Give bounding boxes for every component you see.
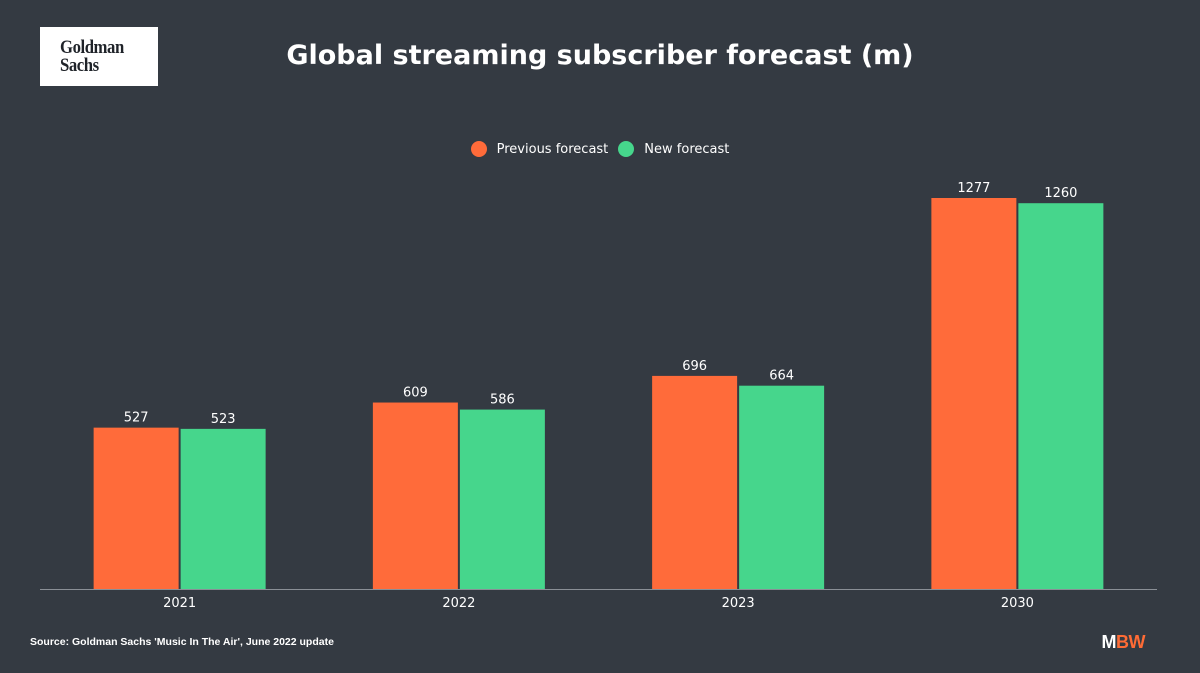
bar-previous-2023 (652, 375, 738, 589)
bar-new-2030 (1018, 203, 1104, 589)
x-tick-label-2030: 2030 (1001, 596, 1034, 611)
legend: Previous forecast New forecast (0, 141, 1200, 157)
mbw-logo: MBW (1102, 632, 1146, 653)
x-tick-label-2021: 2021 (163, 596, 196, 611)
data-label-new-2022: 586 (490, 393, 515, 408)
logo-line-2: Sachs (60, 54, 99, 76)
goldman-sachs-logo: Goldman Sachs (40, 27, 158, 86)
legend-dot-previous (470, 141, 487, 157)
bar-previous-2022 (372, 402, 458, 589)
data-label-new-2023: 664 (769, 369, 794, 384)
bar-new-2021 (180, 428, 266, 589)
chart-title: Global streaming subscriber forecast (m) (286, 40, 914, 71)
bar-new-2022 (459, 409, 545, 589)
legend-item-new: New forecast (618, 141, 729, 157)
brand-bw: BW (1116, 632, 1146, 652)
x-tick-label-2022: 2022 (442, 596, 475, 611)
data-label-new-2021: 523 (211, 412, 236, 427)
brand-m: M (1101, 632, 1117, 652)
data-label-previous-2022: 609 (403, 386, 428, 401)
legend-dot-new (618, 141, 635, 157)
logo-line-1: Goldman (60, 36, 124, 58)
legend-label-previous: Previous forecast (496, 141, 609, 157)
legend-item-previous: Previous forecast (470, 141, 609, 157)
data-label-previous-2023: 696 (682, 359, 707, 374)
x-tick-label-2023: 2023 (722, 596, 755, 611)
source-note: Source: Goldman Sachs 'Music In The Air'… (30, 636, 334, 648)
bar-previous-2021 (93, 427, 179, 589)
bar-new-2023 (739, 385, 825, 589)
legend-label-new: New forecast (644, 141, 730, 157)
data-label-new-2030: 1260 (1044, 186, 1077, 201)
bar-previous-2030 (931, 198, 1017, 589)
data-label-previous-2021: 527 (124, 411, 149, 426)
data-label-previous-2030: 1277 (957, 181, 990, 196)
